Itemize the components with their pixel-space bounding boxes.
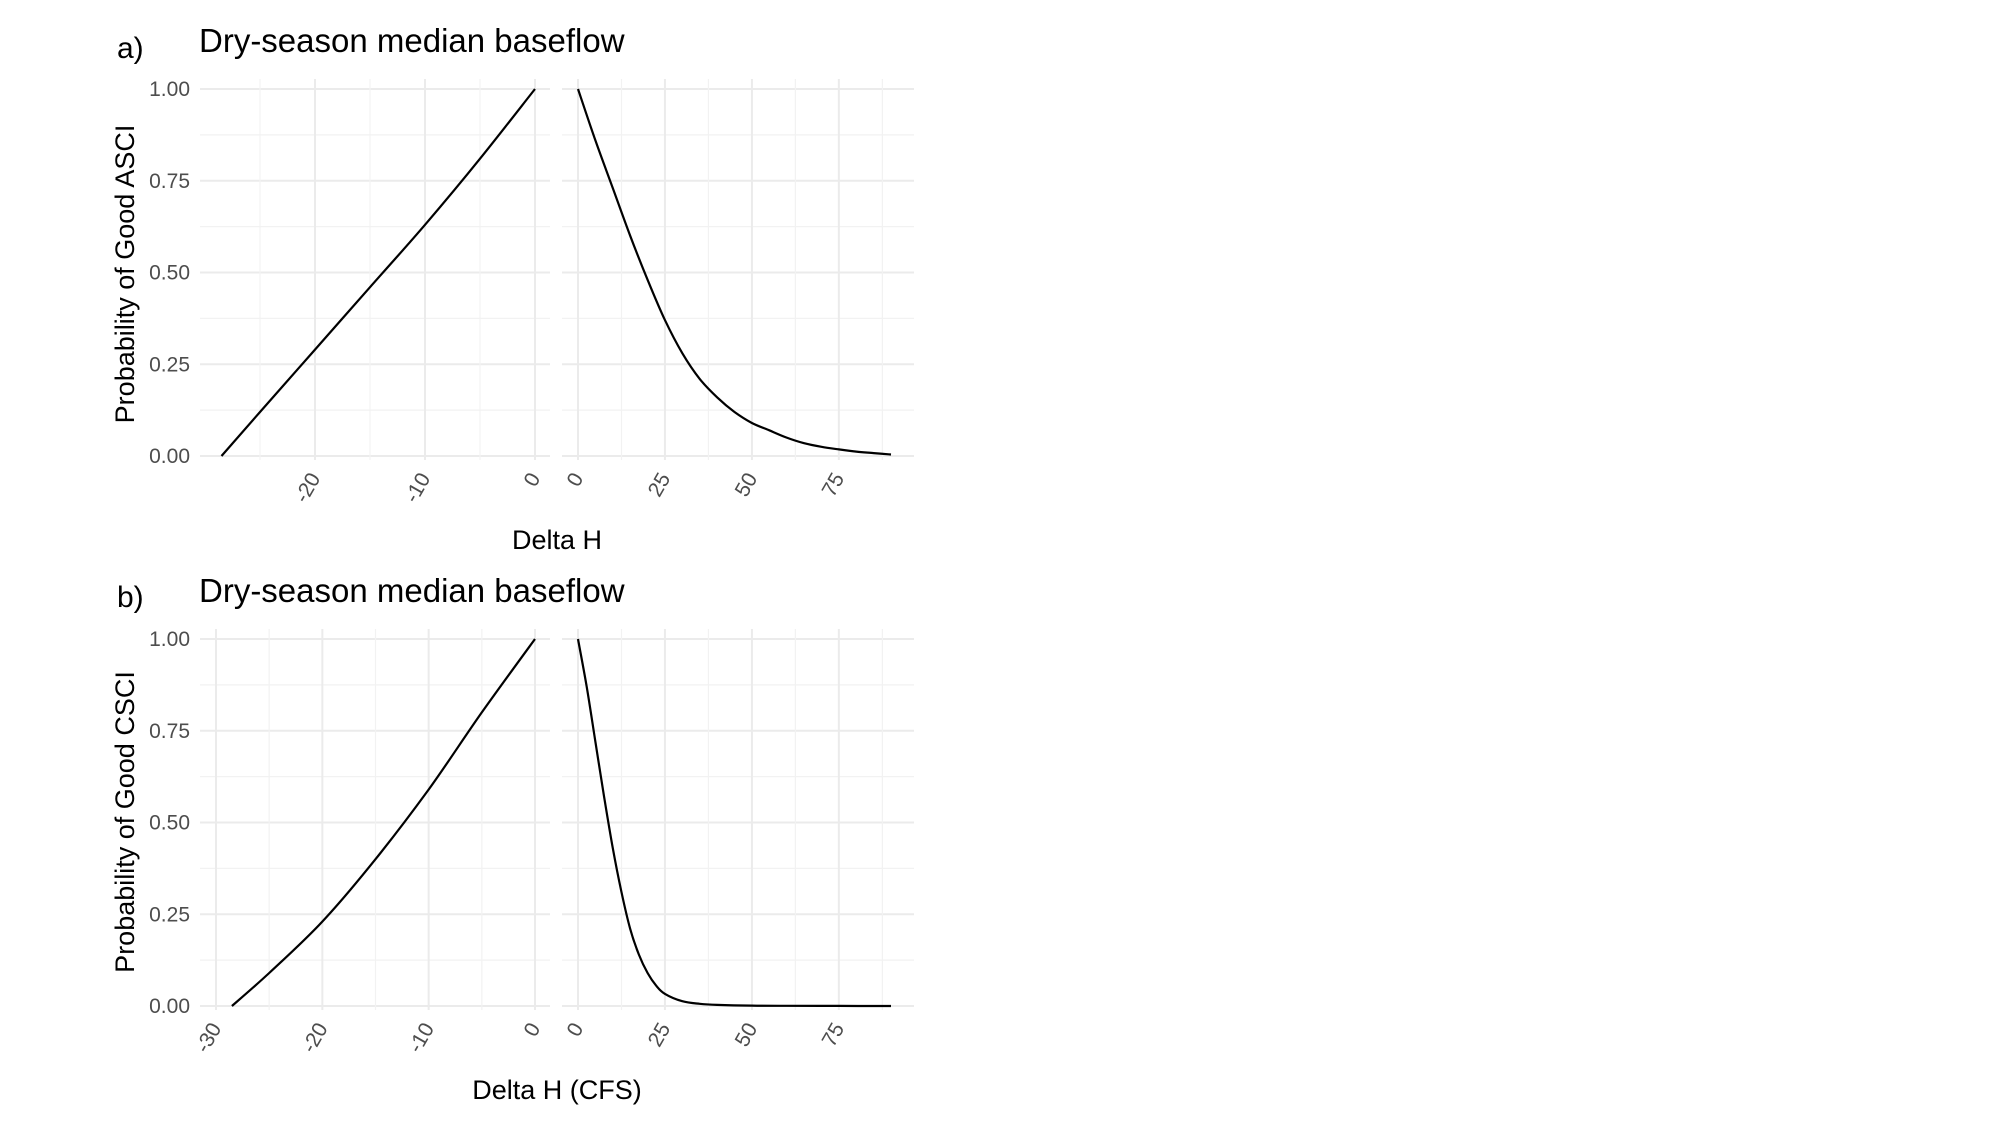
series-line	[576, 88, 892, 456]
panel-b-plot: 0.00 0.25 0.50 0.75 1.00 -30 -20 -10 0 0 25 50 75	[149, 628, 914, 1057]
y-tick-label: 0.00	[149, 445, 190, 468]
x-tick-label: -10	[400, 469, 435, 507]
series-line	[576, 638, 892, 1008]
panel-a-xlabel: Delta H	[512, 525, 602, 555]
x-tick-label: 75	[818, 469, 850, 501]
x-tick-label: 0	[563, 1019, 589, 1041]
panel-a-label: a)	[117, 32, 144, 65]
x-tick-label: 25	[644, 469, 676, 501]
panel-b-label: b)	[117, 581, 144, 614]
x-tick-label: 25	[644, 1019, 676, 1051]
x-tick-label: 50	[731, 1019, 763, 1051]
panel-a-title: Dry-season median baseflow	[199, 22, 625, 59]
y-tick-label: 0.25	[149, 903, 190, 926]
x-tick-label: 0	[563, 469, 589, 491]
y-tick-label: 1.00	[149, 78, 190, 101]
series-line	[231, 638, 536, 1007]
x-tick-label: 0	[520, 1019, 546, 1041]
x-tick-label: 0	[520, 469, 546, 491]
x-tick-label: 75	[818, 1019, 850, 1051]
x-tick-label: -30	[191, 1019, 226, 1057]
panel-b-xlabel: Delta H (CFS)	[472, 1075, 642, 1105]
y-tick-label: 1.00	[149, 628, 190, 651]
x-tick-label: -10	[404, 1019, 439, 1057]
panel-b-title: Dry-season median baseflow	[199, 572, 625, 609]
x-tick-label: -20	[298, 1019, 333, 1057]
x-tick-label: 50	[731, 469, 763, 501]
y-tick-label: 0.25	[149, 353, 190, 376]
x-tick-label: -20	[290, 469, 325, 507]
y-tick-label: 0.75	[149, 170, 190, 193]
y-tick-label: 0.50	[149, 262, 190, 285]
panel-b-ylabel: Probability of Good CSCI	[110, 671, 140, 973]
y-tick-label: 0.75	[149, 720, 190, 743]
panel-a-ylabel: Probability of Good ASCI	[110, 125, 140, 424]
series-line	[220, 88, 536, 457]
y-tick-label: 0.00	[149, 995, 190, 1018]
panel-a-plot: 0.00 0.25 0.50 0.75 1.00 -20 -10 0 0 25 50 75	[149, 78, 914, 507]
y-tick-label: 0.50	[149, 812, 190, 835]
